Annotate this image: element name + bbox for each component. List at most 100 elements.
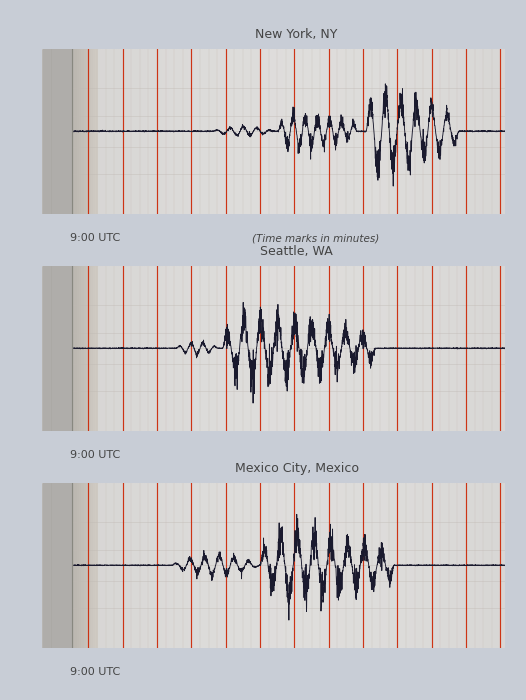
Bar: [493, 49, 495, 214]
Bar: [204, 266, 206, 430]
Bar: [457, 483, 459, 648]
Bar: [436, 49, 438, 214]
Bar: [65, 266, 67, 430]
Bar: [348, 483, 350, 648]
Bar: [248, 49, 250, 214]
Bar: [179, 266, 181, 430]
Bar: [43, 483, 64, 648]
Bar: [43, 49, 50, 214]
Bar: [151, 266, 153, 430]
Bar: [130, 266, 133, 430]
Bar: [220, 266, 222, 430]
Bar: [43, 483, 62, 648]
Bar: [43, 483, 50, 648]
Bar: [287, 266, 290, 430]
Bar: [112, 266, 114, 430]
Bar: [148, 483, 151, 648]
Bar: [43, 49, 65, 214]
Bar: [280, 266, 283, 430]
Bar: [43, 483, 56, 648]
Bar: [43, 49, 58, 214]
Bar: [357, 483, 359, 648]
Bar: [382, 266, 385, 430]
Bar: [431, 49, 433, 214]
Bar: [394, 266, 396, 430]
Bar: [408, 483, 410, 648]
Bar: [42, 266, 44, 430]
Bar: [269, 49, 271, 214]
Bar: [63, 49, 65, 214]
Bar: [292, 49, 295, 214]
Bar: [204, 483, 206, 648]
Bar: [43, 483, 70, 648]
Bar: [204, 49, 206, 214]
Bar: [406, 266, 408, 430]
Bar: [153, 266, 156, 430]
Bar: [419, 483, 422, 648]
Bar: [109, 49, 112, 214]
Bar: [472, 266, 475, 430]
Bar: [183, 266, 186, 430]
Bar: [43, 49, 65, 214]
Bar: [278, 49, 280, 214]
Bar: [43, 483, 52, 648]
Bar: [105, 483, 107, 648]
Bar: [401, 266, 403, 430]
Bar: [503, 49, 505, 214]
Bar: [327, 49, 329, 214]
Bar: [43, 483, 63, 648]
Bar: [112, 483, 114, 648]
Bar: [391, 483, 394, 648]
Bar: [43, 483, 58, 648]
Bar: [385, 266, 387, 430]
Bar: [43, 49, 60, 214]
Bar: [137, 483, 139, 648]
Bar: [336, 483, 338, 648]
Bar: [414, 49, 417, 214]
Bar: [419, 266, 422, 430]
Bar: [214, 49, 216, 214]
Bar: [43, 49, 66, 214]
Bar: [480, 483, 482, 648]
Bar: [56, 483, 58, 648]
Bar: [43, 266, 45, 430]
Bar: [43, 49, 48, 214]
Bar: [43, 483, 50, 648]
Bar: [52, 49, 54, 214]
Bar: [333, 266, 336, 430]
Bar: [361, 49, 364, 214]
Bar: [209, 266, 211, 430]
Bar: [255, 49, 257, 214]
Bar: [387, 266, 389, 430]
Bar: [42, 483, 44, 648]
Bar: [250, 483, 252, 648]
Text: 9:00 UTC: 9:00 UTC: [69, 450, 120, 460]
Bar: [239, 266, 241, 430]
Bar: [43, 49, 51, 214]
Bar: [135, 483, 137, 648]
Bar: [500, 266, 503, 430]
Bar: [338, 483, 341, 648]
Bar: [234, 483, 237, 648]
Bar: [241, 266, 244, 430]
Bar: [43, 483, 46, 648]
Bar: [123, 483, 125, 648]
Bar: [472, 483, 475, 648]
Bar: [128, 483, 130, 648]
Bar: [58, 483, 60, 648]
Bar: [318, 49, 320, 214]
Bar: [174, 266, 176, 430]
Bar: [472, 49, 475, 214]
Bar: [183, 483, 186, 648]
Bar: [429, 483, 431, 648]
Bar: [146, 266, 148, 430]
Bar: [43, 266, 46, 430]
Bar: [43, 266, 59, 430]
Bar: [484, 483, 487, 648]
Bar: [366, 483, 368, 648]
Bar: [43, 49, 62, 214]
Bar: [125, 483, 128, 648]
Bar: [378, 483, 380, 648]
Bar: [144, 266, 146, 430]
Bar: [269, 483, 271, 648]
